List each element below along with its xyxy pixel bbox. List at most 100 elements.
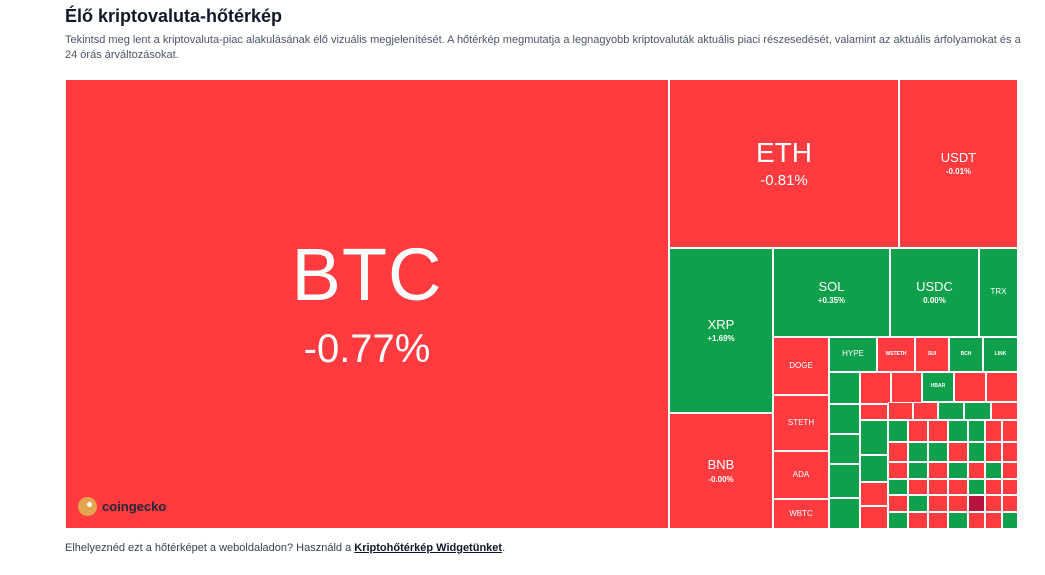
tile-coin[interactable]	[968, 420, 985, 442]
tile-coin[interactable]	[928, 495, 948, 512]
page-title: Élő kriptovaluta-hőtérkép	[65, 6, 283, 26]
tile-coin[interactable]	[908, 442, 928, 462]
tile-hype[interactable]: HYPE	[829, 337, 877, 372]
tile-coin[interactable]	[928, 462, 948, 479]
tile-symbol: BCH	[960, 350, 972, 357]
widget-link[interactable]: Kriptohőtérkép Widgetünket	[354, 542, 503, 554]
tile-change: +1.69%	[707, 334, 735, 344]
tile-steth[interactable]: STETH	[773, 395, 829, 451]
tile-coin[interactable]	[860, 404, 888, 420]
tile-coin[interactable]	[908, 479, 928, 495]
tile-eth[interactable]: ETH -0.81%	[669, 79, 899, 248]
tile-coin[interactable]	[888, 495, 908, 512]
tile-coin[interactable]	[954, 372, 986, 402]
tile-coin[interactable]	[986, 372, 1018, 402]
tile-coin[interactable]	[908, 495, 928, 512]
tile-bch[interactable]: BCH	[949, 337, 983, 372]
tile-usdt[interactable]: USDT -0.01%	[899, 79, 1018, 248]
tile-symbol: USDC	[916, 278, 953, 294]
brand-name: coingecko	[102, 499, 167, 514]
tile-usdc[interactable]: USDC 0.00%	[890, 248, 979, 337]
coingecko-logo[interactable]: coingecko	[78, 497, 166, 516]
gecko-icon	[78, 497, 97, 516]
tile-coin[interactable]	[860, 506, 888, 529]
tile-wsteth[interactable]: WSTETH	[877, 337, 915, 372]
tile-bnb[interactable]: BNB -0.00%	[669, 413, 773, 529]
tile-coin[interactable]	[1002, 420, 1018, 442]
tile-trx[interactable]: TRX	[979, 248, 1018, 337]
tile-coin[interactable]	[985, 462, 1002, 479]
tile-coin[interactable]	[860, 420, 888, 455]
tile-coin[interactable]	[888, 479, 908, 495]
tile-coin[interactable]	[948, 442, 968, 462]
tile-coin[interactable]	[829, 434, 860, 464]
tile-coin[interactable]	[948, 462, 968, 479]
tile-symbol: XRP	[707, 316, 735, 332]
tile-coin[interactable]	[1002, 479, 1018, 495]
tile-wbtc[interactable]: WBTC	[773, 499, 829, 529]
tile-symbol: HYPE	[842, 349, 864, 359]
tile-coin[interactable]	[928, 512, 948, 529]
tile-symbol: WBTC	[789, 508, 813, 518]
tile-coin[interactable]	[1002, 442, 1018, 462]
tile-change: +0.35%	[817, 296, 846, 306]
tile-symbol: ADA	[792, 469, 810, 479]
tile-coin[interactable]	[964, 402, 991, 420]
tile-sol[interactable]: SOL +0.35%	[773, 248, 890, 337]
tile-symbol: TRX	[990, 287, 1007, 297]
tile-coin[interactable]	[913, 402, 938, 420]
tile-symbol: SUI	[927, 350, 937, 357]
tile-coin[interactable]	[928, 479, 948, 495]
tile-coin[interactable]	[829, 498, 860, 529]
tile-xrp[interactable]: XRP +1.69%	[669, 248, 773, 413]
tile-coin[interactable]	[908, 462, 928, 479]
tile-coin[interactable]	[829, 464, 860, 498]
tile-sui[interactable]: SUI	[915, 337, 949, 372]
tile-coin[interactable]	[948, 479, 968, 495]
tile-coin[interactable]	[888, 462, 908, 479]
tile-coin[interactable]	[991, 402, 1018, 420]
tile-coin[interactable]	[1002, 512, 1018, 529]
tile-coin[interactable]	[985, 442, 1002, 462]
tile-coin[interactable]	[985, 495, 1002, 512]
tile-coin[interactable]	[888, 420, 908, 442]
tile-symbol: DOGE	[789, 360, 813, 370]
tile-symbol: HBAR	[930, 383, 946, 390]
tile-link[interactable]: LINK	[983, 337, 1018, 372]
tile-coin[interactable]	[908, 420, 928, 442]
tile-coin[interactable]	[888, 442, 908, 462]
tile-coin[interactable]	[985, 512, 1002, 529]
tile-coin[interactable]	[860, 372, 891, 404]
tile-coin[interactable]	[985, 420, 1002, 442]
tile-coin[interactable]	[829, 372, 860, 404]
tile-coin[interactable]	[948, 420, 968, 442]
tile-coin[interactable]	[1002, 495, 1018, 512]
tile-hbar[interactable]: HBAR	[922, 372, 954, 402]
tile-change: -0.77%	[303, 326, 431, 371]
tile-coin[interactable]	[829, 404, 860, 434]
tile-coin[interactable]	[928, 420, 948, 442]
tile-coin[interactable]	[968, 479, 985, 495]
tile-doge[interactable]: DOGE	[773, 337, 829, 395]
tile-coin[interactable]	[968, 462, 985, 479]
tile-ada[interactable]: ADA	[773, 451, 829, 499]
tile-coin[interactable]	[968, 495, 985, 512]
tile-coin[interactable]	[938, 402, 964, 420]
tile-symbol: STETH	[787, 417, 815, 427]
tile-coin[interactable]	[860, 482, 888, 506]
tile-coin[interactable]	[888, 402, 913, 420]
tile-coin[interactable]	[928, 442, 948, 462]
tile-symbol: BTC	[291, 233, 443, 317]
tile-coin[interactable]	[968, 512, 985, 529]
tile-coin[interactable]	[948, 495, 968, 512]
footer-end: .	[502, 542, 506, 554]
tile-coin[interactable]	[908, 512, 928, 529]
tile-coin[interactable]	[888, 512, 908, 529]
tile-coin[interactable]	[948, 512, 968, 529]
tile-coin[interactable]	[860, 455, 888, 482]
tile-btc[interactable]: BTC -0.77%	[65, 79, 669, 529]
tile-coin[interactable]	[891, 372, 922, 404]
tile-coin[interactable]	[968, 442, 985, 462]
tile-coin[interactable]	[1002, 462, 1018, 479]
tile-coin[interactable]	[985, 479, 1002, 495]
